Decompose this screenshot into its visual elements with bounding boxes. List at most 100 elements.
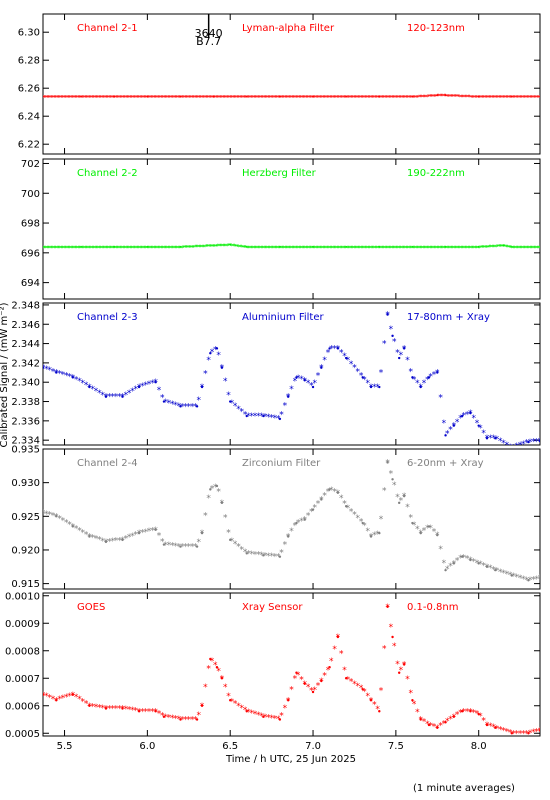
- data-point-vertex: [369, 385, 373, 389]
- data-point: *: [251, 94, 255, 102]
- data-point: *: [198, 94, 202, 102]
- data-point: *: [360, 94, 364, 102]
- data-point: *: [72, 244, 76, 252]
- data-point: *: [520, 94, 524, 102]
- data-point: *: [324, 244, 328, 252]
- data-point: *: [289, 244, 293, 252]
- data-point: *: [379, 94, 383, 102]
- data-point-vertex: [538, 729, 540, 732]
- data-point: *: [110, 244, 114, 252]
- data-point: *: [92, 244, 96, 252]
- data-point: *: [498, 94, 502, 102]
- data-point: *: [185, 94, 189, 102]
- data-point: *: [203, 512, 208, 522]
- data-point: *: [43, 244, 47, 252]
- data-point: *: [226, 528, 231, 538]
- data-point: *: [508, 443, 513, 453]
- data-point: *: [285, 94, 289, 102]
- data-point: *: [312, 686, 317, 696]
- data-point: *: [347, 244, 351, 252]
- data-point-vertex: [494, 726, 497, 729]
- data-point: *: [253, 550, 258, 560]
- data-point: *: [524, 439, 529, 449]
- data-point: *: [278, 94, 282, 102]
- data-point: *: [530, 94, 534, 102]
- data-point: *: [262, 244, 266, 252]
- data-point: *: [379, 686, 384, 696]
- data-point-vertex: [538, 439, 540, 443]
- data-point: *: [403, 94, 407, 102]
- data-point: *: [72, 94, 76, 102]
- data-point: *: [62, 244, 66, 252]
- data-point: *: [354, 244, 358, 252]
- data-point-vertex: [229, 243, 232, 246]
- series-points: ****************************************…: [43, 458, 540, 586]
- data-point: *: [524, 729, 529, 739]
- data-point: *: [399, 666, 404, 676]
- data-point: *: [124, 244, 128, 252]
- data-point: *: [305, 244, 309, 252]
- data-point: *: [193, 94, 197, 102]
- data-point-vertex: [510, 574, 514, 577]
- data-point: *: [71, 94, 75, 102]
- data-point: *: [150, 526, 155, 536]
- data-point: *: [384, 244, 388, 252]
- data-point: *: [511, 443, 516, 453]
- data-point: *: [491, 565, 496, 575]
- data-point: *: [369, 244, 373, 252]
- data-point: *: [177, 94, 181, 102]
- data-point: *: [365, 94, 369, 102]
- data-point: *: [74, 94, 78, 102]
- data-point: *: [356, 514, 361, 524]
- data-point: *: [300, 94, 304, 102]
- data-point: *: [154, 94, 158, 102]
- data-point: *: [85, 94, 89, 102]
- data-point: *: [249, 709, 254, 719]
- data-point: *: [88, 244, 92, 252]
- data-point: *: [403, 244, 407, 252]
- data-point: *: [167, 244, 171, 252]
- data-point: *: [133, 244, 137, 252]
- data-point: *: [269, 413, 274, 423]
- data-point: *: [536, 94, 540, 102]
- data-point: *: [426, 93, 430, 101]
- data-point-vertex: [295, 376, 298, 379]
- data-point: *: [529, 244, 533, 252]
- data-point: *: [193, 402, 198, 412]
- data-point: *: [231, 242, 235, 250]
- data-point: *: [312, 94, 316, 102]
- data-point-vertex: [220, 366, 224, 369]
- data-point: *: [44, 692, 49, 702]
- data-point: *: [183, 402, 188, 412]
- data-point-vertex: [485, 565, 489, 568]
- data-point: *: [74, 375, 79, 385]
- data-point: *: [340, 94, 344, 102]
- data-point: *: [57, 370, 62, 380]
- data-point: *: [282, 94, 286, 102]
- x-axis-label: Time / h UTC, 25 Jun 2025: [225, 754, 356, 765]
- data-point: *: [86, 94, 90, 102]
- data-point: *: [70, 244, 74, 252]
- data-point: *: [312, 504, 317, 514]
- data-point: *: [84, 700, 89, 710]
- data-point-vertex: [121, 538, 124, 542]
- data-point: *: [208, 243, 212, 251]
- data-point: *: [495, 567, 500, 577]
- data-point: *: [505, 570, 510, 580]
- data-point: *: [175, 244, 179, 252]
- data-point: *: [313, 94, 317, 102]
- data-point: *: [303, 244, 307, 252]
- data-point: *: [454, 244, 458, 252]
- data-point: *: [505, 728, 510, 738]
- data-point: *: [124, 391, 129, 401]
- data-point: *: [43, 94, 47, 102]
- data-point: *: [372, 244, 376, 252]
- data-point: *: [206, 356, 211, 366]
- data-point-vertex: [411, 95, 414, 98]
- data-point-vertex: [43, 95, 44, 98]
- data-point: *: [281, 244, 285, 252]
- data-point: *: [465, 93, 469, 101]
- data-point: *: [279, 94, 283, 102]
- data-point: *: [482, 94, 486, 102]
- data-point: *: [469, 244, 473, 252]
